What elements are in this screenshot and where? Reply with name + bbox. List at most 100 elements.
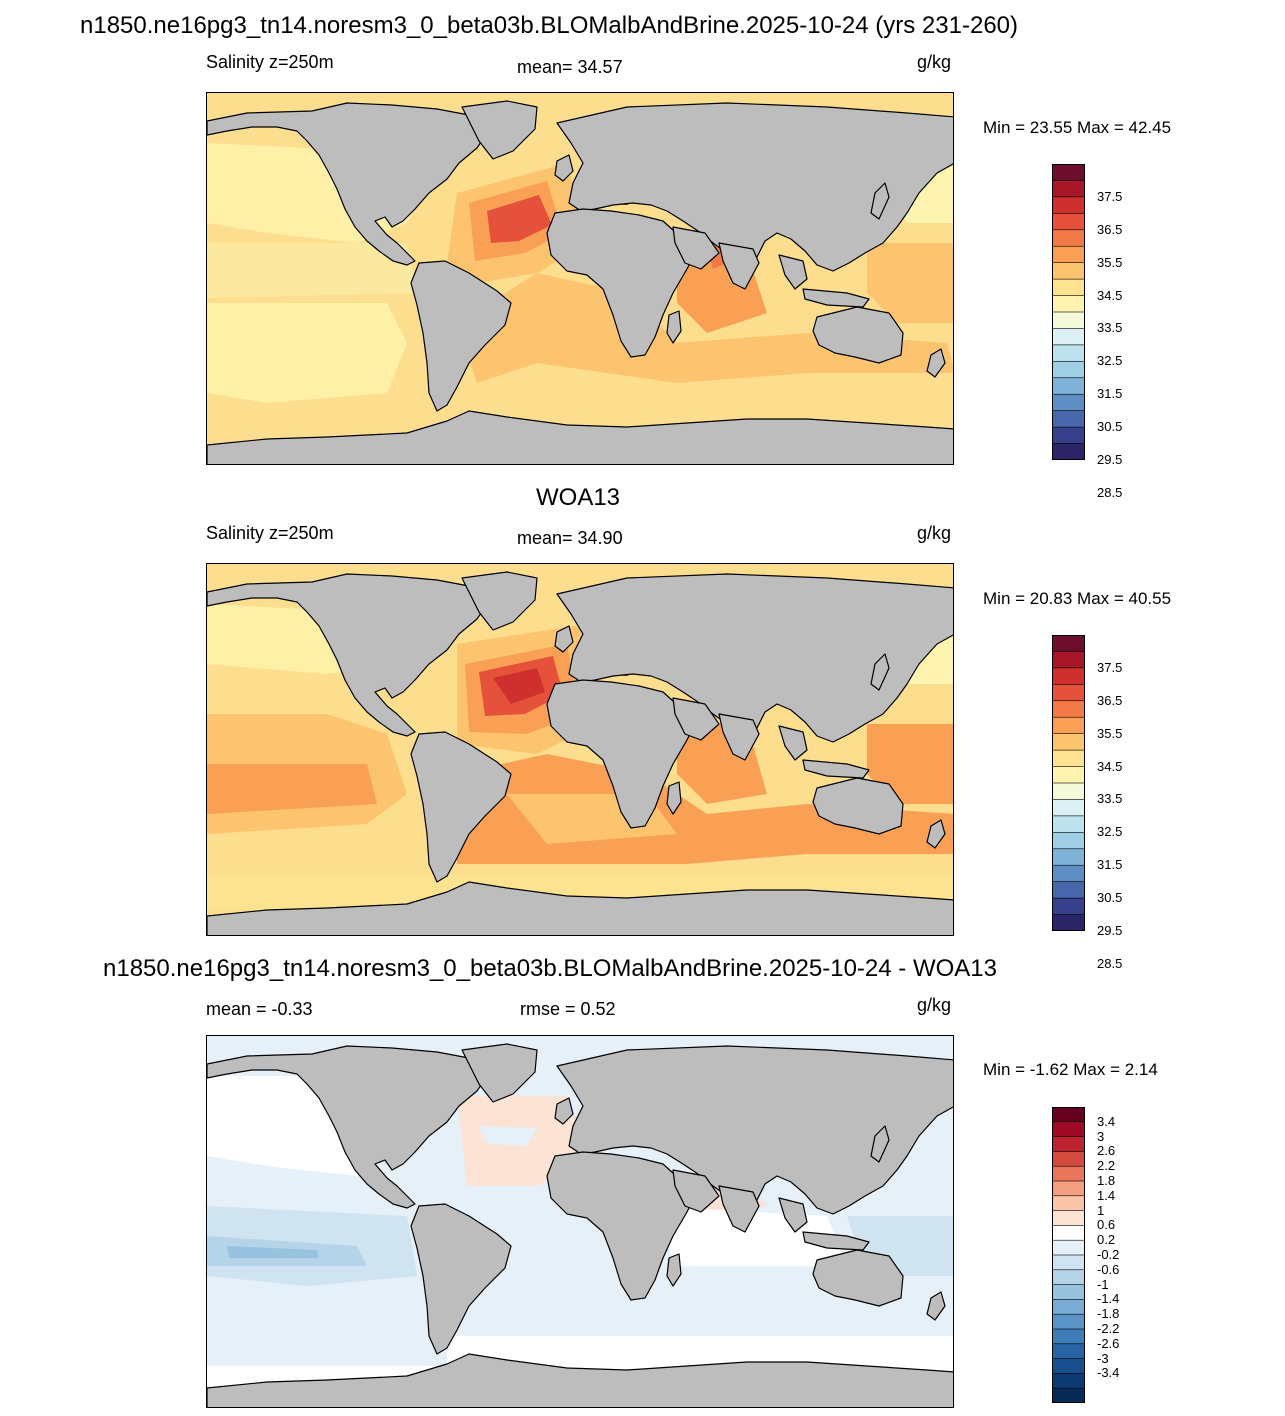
colorbar-tick-label: 2.2	[1097, 1158, 1116, 1174]
colorbar-swatch	[1052, 1299, 1085, 1315]
salinity-contour	[867, 243, 953, 323]
land-mass	[207, 410, 953, 464]
land-mass	[672, 226, 720, 270]
colorbar-swatch	[1052, 1239, 1085, 1256]
panel2-colorbar	[1052, 635, 1085, 931]
land-mass	[554, 1097, 574, 1125]
land-mass	[461, 100, 538, 160]
colorbar-swatch	[1052, 651, 1085, 669]
colorbar-swatch	[1052, 262, 1085, 280]
colorbar-swatch	[1052, 1195, 1085, 1212]
colorbar-swatch	[1052, 749, 1085, 768]
colorbar-tick-label: -3.4	[1097, 1365, 1120, 1381]
colorbar-swatch	[1052, 1373, 1085, 1389]
salinity-contour	[493, 668, 545, 704]
colorbar-swatch	[1052, 1225, 1085, 1241]
land-mass	[207, 573, 488, 737]
colorbar-tick-label: 30.5	[1097, 890, 1123, 906]
colorbar-tick-label: 35.5	[1097, 725, 1123, 741]
panel3-colorbar	[1052, 1107, 1085, 1403]
colorbar-swatch	[1052, 864, 1085, 883]
colorbar-swatch	[1052, 1387, 1085, 1403]
panel3-mean-label: mean = -0.33	[206, 999, 313, 1019]
panel1-mean-label: mean= 34.57	[517, 57, 623, 77]
colorbar-tick-label: 0.2	[1097, 1232, 1116, 1248]
colorbar-swatch	[1052, 1136, 1085, 1153]
land-mass	[207, 1045, 488, 1209]
colorbar-swatch	[1052, 1165, 1085, 1182]
land-mass	[556, 1045, 953, 1215]
panel2-title: WOA13	[536, 484, 621, 511]
land-mass	[718, 1185, 760, 1233]
colorbar-tick-label: 0.6	[1097, 1217, 1116, 1233]
colorbar-tick-label: 36.5	[1097, 221, 1123, 237]
colorbar-swatch	[1052, 1254, 1085, 1271]
colorbar-tick-label: 29.5	[1097, 452, 1123, 467]
land-mass	[410, 1203, 512, 1355]
colorbar-swatch	[1052, 848, 1085, 866]
land-mass	[546, 1151, 698, 1301]
colorbar-tick-label: 3.4	[1097, 1113, 1116, 1129]
colorbar-tick-label: 1	[1097, 1202, 1105, 1218]
colorbar-swatch	[1052, 1121, 1085, 1138]
land-mass	[461, 571, 538, 631]
panel3-title: n1850.ne16pg3_tn14.noresm3_0_beta03b.BLO…	[103, 955, 997, 982]
colorbar-outline	[1052, 1107, 1085, 1403]
colorbar-tick-label: 31.5	[1097, 386, 1123, 402]
colorbar-swatch	[1052, 295, 1085, 313]
panel2-mean-label: mean= 34.90	[517, 528, 623, 548]
colorbar-tick-label: 1.8	[1097, 1173, 1116, 1188]
panel2-map	[206, 563, 954, 936]
land-mass	[461, 1043, 538, 1103]
colorbar-swatch	[1052, 1269, 1085, 1286]
colorbar-swatch	[1052, 684, 1085, 702]
colorbar-swatch	[1052, 426, 1085, 445]
land-mass	[870, 1125, 890, 1163]
panel3-minmax-label: Min = -1.62 Max = 2.14	[983, 1060, 1158, 1079]
land-mass	[812, 306, 904, 364]
salinity-contour	[227, 1246, 319, 1258]
land-mass	[546, 208, 698, 358]
panel2-units-label: g/kg	[917, 523, 952, 543]
colorbar-swatch	[1052, 1151, 1085, 1167]
land-mass	[802, 759, 870, 779]
land-mass	[812, 777, 904, 835]
colorbar-outline	[1052, 164, 1085, 460]
colorbar-swatch	[1052, 799, 1085, 817]
panel3-units-label: g/kg	[917, 995, 952, 1015]
colorbar-swatch	[1052, 278, 1085, 297]
land-mass	[666, 1253, 682, 1287]
colorbar-swatch	[1052, 229, 1085, 247]
land-mass	[672, 1169, 720, 1213]
colorbar-tick-label: 28.5	[1097, 484, 1123, 500]
colorbar-swatch	[1052, 1313, 1085, 1330]
colorbar-swatch	[1052, 667, 1085, 685]
land-mass	[556, 573, 953, 743]
salinity-contour	[457, 273, 953, 383]
colorbar-tick-label: 3	[1097, 1128, 1105, 1144]
colorbar-swatch	[1052, 766, 1085, 784]
colorbar-tick-label: 33.5	[1097, 791, 1123, 807]
land-mass	[926, 348, 946, 378]
colorbar-tick-label: 36.5	[1097, 692, 1123, 708]
panel2-variable-label: Salinity z=250m	[206, 523, 334, 543]
colorbar-swatch	[1052, 897, 1085, 916]
colorbar-outline	[1052, 635, 1085, 931]
land-mass	[926, 1291, 946, 1321]
colorbar-swatch	[1052, 1343, 1085, 1360]
colorbar-swatch	[1052, 1284, 1085, 1301]
colorbar-tick-label: 29.5	[1097, 923, 1123, 938]
land-mass	[718, 242, 760, 290]
panel1-title: n1850.ne16pg3_tn14.noresm3_0_beta03b.BLO…	[80, 12, 1019, 39]
land-mass	[666, 781, 682, 815]
land-mass	[778, 254, 808, 290]
colorbar-swatch	[1052, 1358, 1085, 1375]
land-mass	[802, 288, 870, 308]
land-mass	[666, 310, 682, 344]
land-mass	[207, 102, 488, 266]
land-mass	[554, 154, 574, 182]
colorbar-tick-label: 28.5	[1097, 955, 1123, 971]
colorbar-swatch	[1052, 196, 1085, 214]
land-mass	[672, 697, 720, 741]
land-mass	[554, 625, 574, 653]
